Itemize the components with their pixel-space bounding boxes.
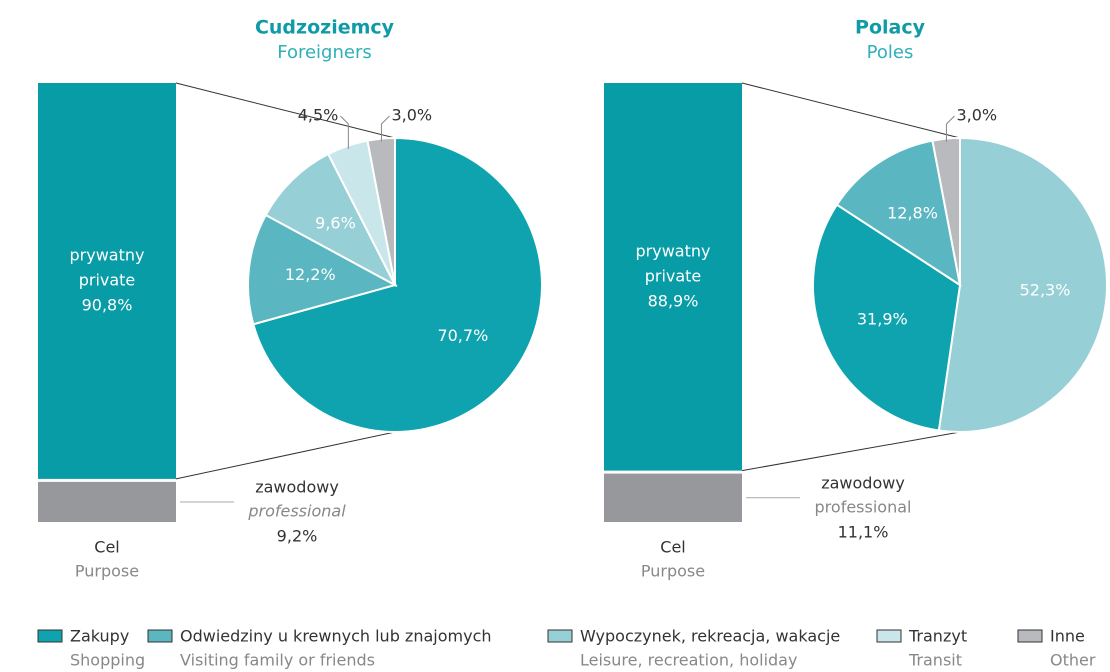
legend-sublabel: Shopping bbox=[70, 651, 145, 670]
legend-label: Tranzyt bbox=[908, 627, 967, 646]
bar-value-label: 9,2% bbox=[277, 526, 318, 545]
legend-sublabel: Leisure, recreation, holiday bbox=[580, 651, 797, 670]
slice-label: 3,0% bbox=[956, 106, 997, 125]
axis-label: Cel bbox=[94, 538, 119, 557]
bar-segment bbox=[38, 481, 176, 522]
axis-label: Cel bbox=[660, 538, 685, 557]
legend-swatch bbox=[37, 629, 63, 643]
legend-sublabel: Other bbox=[1050, 651, 1096, 670]
pie-slice bbox=[247, 213, 398, 326]
connector bbox=[741, 431, 961, 472]
bar-value-label: 90,8% bbox=[82, 295, 133, 314]
pie-slice bbox=[835, 139, 962, 288]
bar-label: zawodowy bbox=[255, 477, 339, 496]
bar-label: private bbox=[645, 266, 702, 285]
legend-sublabel: Transit bbox=[908, 651, 962, 670]
pie-slice bbox=[937, 136, 1108, 433]
slice-label: 12,2% bbox=[285, 265, 336, 284]
bar-value-label: 88,9% bbox=[648, 291, 699, 310]
chart-subtitle: Poles bbox=[867, 42, 914, 63]
leader-line bbox=[380, 115, 390, 142]
legend-label: Zakupy bbox=[70, 627, 129, 646]
legend-label: Inne bbox=[1050, 627, 1085, 646]
slice-label: 31,9% bbox=[857, 310, 908, 329]
pie-slice bbox=[252, 136, 543, 433]
connector bbox=[741, 82, 961, 139]
legend-swatch bbox=[147, 629, 173, 643]
chart-title: Polacy bbox=[855, 17, 926, 39]
bar-label: private bbox=[79, 270, 136, 289]
chart-title: Cudzoziemcy bbox=[255, 17, 395, 39]
connector bbox=[175, 431, 396, 480]
legend-label: Wypoczynek, rekreacja, wakacje bbox=[580, 627, 840, 646]
axis-label: Purpose bbox=[641, 562, 705, 581]
bar-label: prywatny bbox=[70, 245, 145, 264]
slice-label: 70,7% bbox=[437, 326, 488, 345]
bar-label: prywatny bbox=[636, 241, 711, 260]
legend-swatch bbox=[876, 629, 902, 643]
slice-label: 12,8% bbox=[887, 204, 938, 223]
bar-label: zawodowy bbox=[821, 473, 905, 492]
connector bbox=[175, 82, 396, 139]
slice-label: 4,5% bbox=[298, 106, 339, 125]
legend-sublabel: Visiting family or friends bbox=[180, 651, 375, 670]
bar-label: professional bbox=[815, 497, 912, 516]
legend-swatch bbox=[1017, 629, 1043, 643]
legend-swatch bbox=[547, 629, 573, 643]
bar-segment bbox=[604, 83, 742, 471]
legend-label: Odwiedziny u krewnych lub znajomych bbox=[180, 627, 492, 646]
bar-segment bbox=[38, 83, 176, 479]
bar-value-label: 11,1% bbox=[838, 522, 889, 541]
slice-label: 3,0% bbox=[391, 106, 432, 125]
bar-segment bbox=[604, 473, 742, 522]
axis-label: Purpose bbox=[75, 562, 139, 581]
chart-subtitle: Foreigners bbox=[277, 42, 372, 63]
pie-slice bbox=[264, 152, 398, 288]
slice-label: 9,6% bbox=[315, 213, 356, 232]
bar-label: professional bbox=[247, 501, 346, 520]
slice-label: 52,3% bbox=[1020, 281, 1071, 300]
leader-line bbox=[945, 115, 955, 142]
leader-line bbox=[340, 115, 349, 149]
